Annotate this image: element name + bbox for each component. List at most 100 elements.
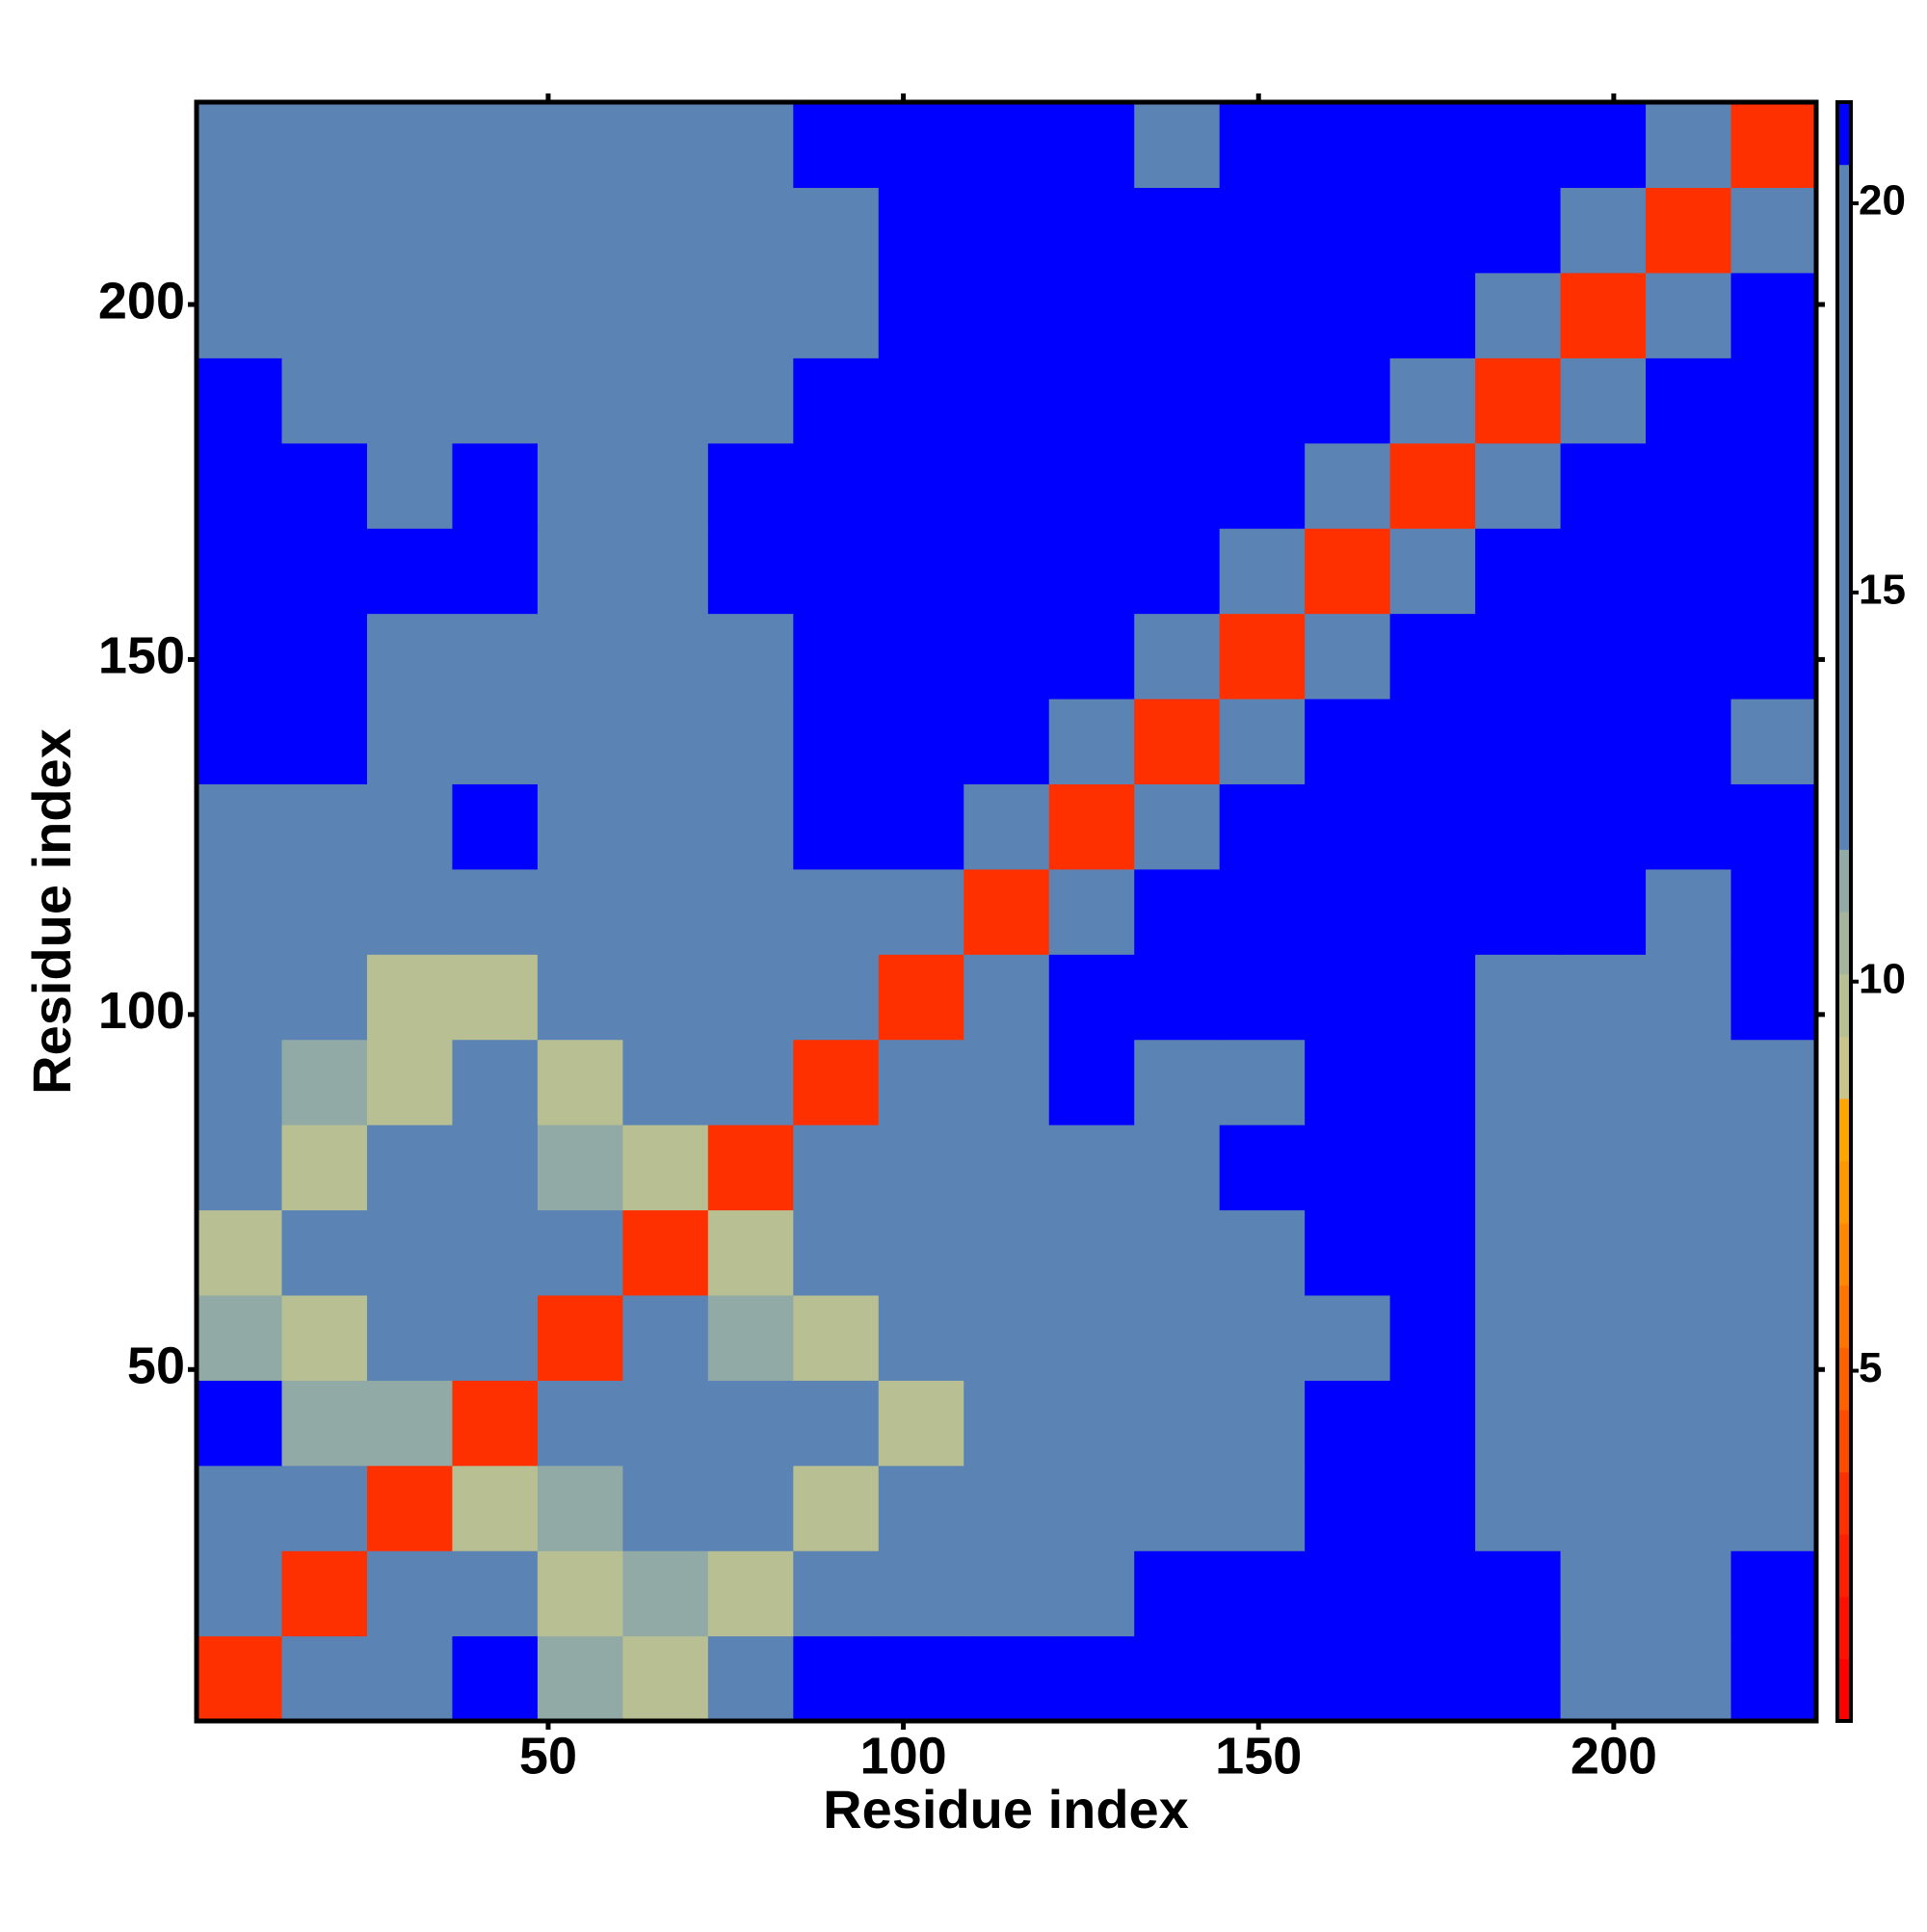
heatmap-cell [1475,954,1562,1041]
heatmap-cell [1305,528,1391,615]
heatmap-cell [1646,1550,1732,1637]
heatmap-cell [197,1635,283,1722]
heatmap-cell [622,102,709,189]
heatmap-cell [1305,272,1391,358]
heatmap-cell [197,102,283,189]
heatmap-cell [793,442,880,529]
heatmap-cell [197,187,283,274]
heatmap-cell [1389,1465,1476,1551]
colorbar-band [1837,1284,1851,1348]
heatmap-cell [1646,1125,1732,1211]
colorbar-band [1837,599,1851,664]
heatmap-cell [281,1209,368,1296]
colorbar-band [1837,1098,1851,1162]
heatmap-cell [878,868,964,955]
heatmap-cell [878,1635,964,1722]
heatmap-cell [793,1294,880,1381]
heatmap-cell [366,1465,454,1551]
heatmap-cell [1389,1039,1476,1125]
heatmap-cell [1730,1294,1817,1381]
heatmap-cell [452,1550,539,1637]
heatmap-cell [793,954,880,1041]
heatmap-cell [1560,1294,1647,1381]
heatmap-cell [1646,1294,1732,1381]
heatmap-cell [964,783,1050,870]
heatmap-cell [1560,357,1647,444]
x-tick-label: 150 [1215,1727,1302,1785]
heatmap-cell [1730,442,1817,529]
heatmap-cell [964,442,1050,529]
heatmap-cell [1646,613,1732,700]
heatmap-cell [452,613,539,700]
heatmap-cell [1219,1294,1306,1381]
heatmap-cell [452,1380,539,1467]
heatmap-cell [1646,442,1732,529]
heatmap-cell [197,272,283,358]
heatmap-cell [1134,1550,1221,1637]
heatmap-cell [366,1039,454,1125]
heatmap-cell [1730,698,1817,784]
heatmap-cell [622,357,709,444]
heatmap-cell [1305,1039,1391,1125]
heatmap-cell [1219,954,1306,1041]
x-tick-label: 100 [860,1727,947,1785]
heatmap-cell [281,528,368,615]
heatmap-cell [1475,1380,1562,1467]
heatmap-cell [793,1209,880,1296]
heatmap-cell [1219,1635,1306,1722]
heatmap-cell [537,698,623,784]
heatmap-cell [1646,357,1732,444]
heatmap-cell [622,783,709,870]
heatmap-cell [1475,442,1562,529]
heatmap-cell [281,1125,368,1211]
heatmap-cell [1048,1550,1135,1637]
colorbar-frame [1835,100,1853,1723]
heatmap-cell [1560,528,1647,615]
heatmap-cell [1219,1550,1306,1637]
colorbar-band [1837,849,1851,913]
heatmap-cell [366,1294,454,1381]
heatmap-cell [1389,868,1476,955]
heatmap-cell [1646,954,1732,1041]
heatmap-cell [1048,698,1135,784]
heatmap-cell [1475,1125,1562,1211]
heatmap-cell [281,1039,368,1125]
heatmap-cell [878,1294,964,1381]
colorbar-tick-label: 20 [1859,177,1906,225]
heatmap-cell [1134,868,1221,955]
heatmap-cell [1560,102,1647,189]
heatmap-cell [197,1465,283,1551]
heatmap-cell [1219,613,1306,700]
heatmap-cell [1219,528,1306,615]
heatmap-cell [281,698,368,784]
heatmap-cell [452,187,539,274]
colorbar-band [1837,475,1851,539]
heatmap-cell [1560,1209,1647,1296]
y-axis-title: Residue index [21,728,82,1095]
heatmap-cell [452,442,539,529]
heatmap-cell [1134,1209,1221,1296]
heatmap-cell [793,357,880,444]
heatmap-cell [537,1380,623,1467]
colorbar-band [1837,1471,1851,1535]
colorbar-band [1837,288,1851,353]
heatmap-cell [793,1039,880,1125]
heatmap-cell [452,1125,539,1211]
colorbar-band [1837,226,1851,290]
heatmap-cell [1389,698,1476,784]
heatmap-cell [537,783,623,870]
heatmap-cell [1389,187,1476,274]
x-tick-label: 50 [519,1727,577,1785]
heatmap-cell [1305,698,1391,784]
heatmap-cell [1048,528,1135,615]
heatmap-cell [793,613,880,700]
heatmap-cell [707,954,794,1041]
heatmap-cell [1389,613,1476,700]
heatmap-cell [1646,528,1732,615]
heatmap-cell [1048,1635,1135,1722]
heatmap-cell [707,1550,794,1637]
colorbar-tick-label: 10 [1859,955,1906,1002]
heatmap-cell [622,1465,709,1551]
heatmap-cell [366,102,454,189]
heatmap-cell [1730,1209,1817,1296]
